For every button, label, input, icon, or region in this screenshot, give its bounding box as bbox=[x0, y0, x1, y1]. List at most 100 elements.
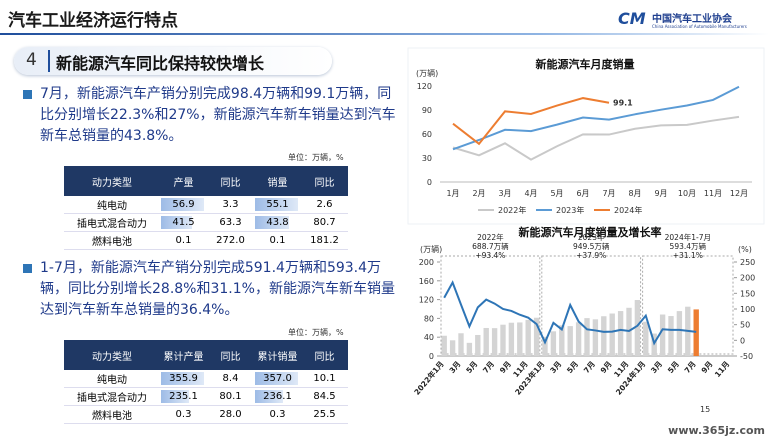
y-tick-label: 40 bbox=[424, 333, 434, 342]
y-axis-label: (万辆) bbox=[416, 68, 438, 78]
table-header: 动力类型 产量 同比 销量 同比 bbox=[64, 166, 348, 196]
bar bbox=[584, 318, 590, 356]
y-tick-label: 30 bbox=[422, 154, 432, 163]
y-tick-label: 80 bbox=[424, 314, 434, 323]
cell-text: 0.3 bbox=[269, 409, 286, 420]
x-tick-label: 7月 bbox=[582, 360, 597, 376]
table-cell: 8.4 bbox=[207, 370, 254, 388]
bullet-text: 1-7月，新能源汽车产销分别完成591.4万辆和593.4万辆，同比分别增长28… bbox=[40, 260, 395, 318]
line-series bbox=[452, 97, 610, 146]
table-cell: 2.6 bbox=[301, 196, 348, 214]
bar bbox=[659, 314, 666, 356]
table-row: 纯电动 56.9 3.3 55.1 2.6 bbox=[64, 196, 348, 214]
table-cell: 25.5 bbox=[301, 405, 348, 424]
bullet: 1-7月，新能源汽车产销分别完成591.4万辆和593.4万辆，同比分别增长28… bbox=[23, 258, 396, 321]
bar bbox=[668, 316, 674, 356]
x-tick-label: 4月 bbox=[524, 189, 537, 198]
cell-text: 3.3 bbox=[222, 199, 239, 210]
legend-label: 2024年 bbox=[614, 205, 642, 215]
table-cell: 纯电动 bbox=[64, 370, 160, 388]
x-tick-label: 8月 bbox=[628, 189, 641, 198]
header-cell: 累计产量 bbox=[160, 340, 207, 370]
table-row: 插电式混合动力 41.5 63.3 43.8 80.7 bbox=[64, 213, 348, 232]
bar bbox=[634, 300, 641, 356]
bar bbox=[458, 333, 464, 356]
annotation: 949.5万辆 bbox=[573, 241, 610, 251]
bar bbox=[676, 311, 683, 356]
x-tick-label: 6月 bbox=[576, 189, 589, 198]
cell-text: 25.5 bbox=[313, 409, 336, 420]
header-rule bbox=[0, 33, 769, 35]
cell-text: 燃料电池 bbox=[92, 411, 132, 422]
cell-bar bbox=[161, 390, 190, 403]
header-cell: 动力类型 bbox=[64, 340, 160, 370]
bar bbox=[508, 322, 515, 356]
table-cell: 43.8 bbox=[254, 213, 301, 232]
bar bbox=[601, 316, 607, 356]
annotation: +37.9% bbox=[576, 251, 606, 260]
x-tick-label: 3月 bbox=[649, 360, 664, 376]
table-cell: 80.7 bbox=[301, 213, 348, 232]
bar bbox=[525, 319, 531, 356]
y-axis-label: (万辆) bbox=[420, 244, 442, 254]
cell-text: 0.3 bbox=[175, 409, 192, 420]
y-tick-label: 120 bbox=[417, 82, 432, 91]
y2-tick-label: 100 bbox=[740, 305, 755, 314]
group-box bbox=[440, 255, 541, 355]
x-tick-label: 11月 bbox=[713, 360, 731, 380]
cell-text: 8.4 bbox=[222, 373, 239, 384]
y-tick-label: 0 bbox=[427, 178, 432, 187]
y2-tick-label: 50 bbox=[740, 321, 750, 330]
header-cell: 累计销量 bbox=[254, 340, 301, 370]
bar bbox=[567, 326, 573, 356]
table-cell: 272.0 bbox=[207, 231, 254, 250]
annotation: +31.1% bbox=[673, 251, 703, 260]
cell-bar bbox=[255, 216, 290, 229]
cell-text: 28.0 bbox=[219, 409, 242, 420]
x-tick-label: 12月 bbox=[730, 189, 748, 198]
y2-tick-label: 250 bbox=[740, 258, 755, 267]
table-cell: 357.0 bbox=[254, 370, 301, 388]
legend-label: 2022年 bbox=[498, 205, 526, 215]
table: 动力类型 产量 同比 销量 同比 纯电动 56.9 3.3 55.1 2.6 插电式混合动力 41.5… bbox=[64, 166, 348, 250]
cell-text: 纯电动 bbox=[97, 375, 127, 386]
y2-tick-label: -50 bbox=[740, 352, 753, 361]
table-cell: 纯电动 bbox=[64, 196, 160, 214]
x-tick-label: 1月 bbox=[446, 189, 459, 198]
page-number: 15 bbox=[700, 405, 710, 414]
bar bbox=[693, 309, 699, 356]
line-series bbox=[452, 85, 740, 151]
x-tick-label: 2月 bbox=[472, 189, 485, 198]
logo: 中国汽车工业协会 bbox=[652, 14, 732, 25]
header-cell: 同比 bbox=[207, 340, 254, 370]
bullet-text: 7月，新能源汽车产销分别完成98.4万辆和99.1万辆，同比分别增长22.3%和… bbox=[40, 86, 396, 144]
cell-bar bbox=[255, 390, 284, 403]
x-tick-label: 5月 bbox=[565, 360, 580, 376]
bar bbox=[441, 335, 447, 356]
header-cell: 同比 bbox=[301, 340, 348, 370]
annotation: +93.4% bbox=[475, 251, 505, 260]
header-cell: 同比 bbox=[301, 166, 348, 196]
watermark: www.365jz.com bbox=[668, 424, 765, 437]
table-unit: 单位：万辆，% bbox=[288, 153, 344, 162]
x-tick-label: 5月 bbox=[464, 360, 479, 376]
table-cell: 181.2 bbox=[301, 231, 348, 250]
cell-text: 181.2 bbox=[310, 235, 339, 246]
bar bbox=[550, 331, 557, 356]
x-tick-label: 5月 bbox=[550, 189, 563, 198]
table-cell: 燃料电池 bbox=[64, 405, 160, 424]
line-series bbox=[452, 115, 740, 161]
header-cell: 动力类型 bbox=[64, 166, 160, 196]
table-row: 燃料电池 0.1 272.0 0.1 181.2 bbox=[64, 231, 348, 250]
cell-text: 燃料电池 bbox=[92, 237, 132, 248]
annotation: 2024年1-7月 bbox=[665, 232, 711, 242]
cell-text: 55.1 bbox=[266, 199, 289, 210]
bar bbox=[466, 342, 473, 356]
x-tick-label: 7月 bbox=[481, 360, 496, 376]
table-cell: 插电式混合动力 bbox=[64, 213, 160, 232]
table-row: 插电式混合动力 235.1 80.1 236.1 84.5 bbox=[64, 387, 348, 406]
cell-text: 84.5 bbox=[313, 391, 336, 402]
cell-bar bbox=[161, 216, 193, 229]
cell-text: 235.1 bbox=[169, 391, 198, 402]
